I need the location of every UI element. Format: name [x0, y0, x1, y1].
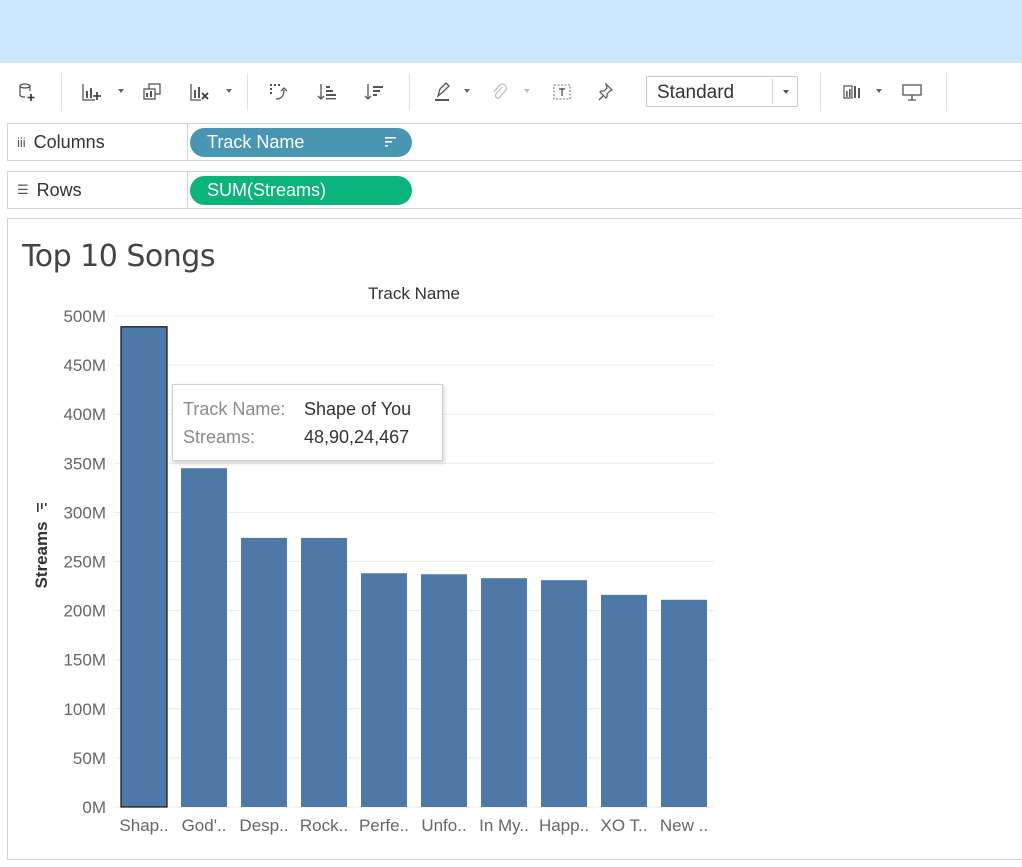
toolbar-separator [409, 73, 410, 111]
bar[interactable] [661, 599, 707, 807]
bar[interactable] [361, 573, 407, 807]
highlight-icon[interactable] [431, 79, 453, 105]
x-tick-label: Perfe.. [359, 816, 409, 835]
new-worksheet-icon[interactable] [80, 79, 104, 105]
columns-icon: iii [17, 134, 26, 150]
tooltip-track-key: Track Name: [183, 399, 286, 419]
swap-icon[interactable] [266, 79, 290, 105]
bar[interactable] [421, 574, 467, 807]
x-tick-label: Rock.. [300, 816, 348, 835]
toolbar: Standard [0, 63, 1022, 121]
clear-sheet-icon[interactable] [188, 79, 212, 105]
sort-indicator-icon [385, 137, 396, 147]
x-tick-label: Desp.. [239, 816, 288, 835]
y-tick-label: 400M [63, 405, 106, 424]
columns-label-text: Columns [33, 131, 105, 152]
y-axis-title: Streams [32, 521, 51, 588]
columns-shelf-label: iii Columns [8, 124, 188, 160]
columns-pill[interactable]: Track Name [190, 128, 412, 157]
bar[interactable] [601, 594, 647, 807]
columns-shelf[interactable]: iii Columns Track Name [7, 123, 1022, 161]
toolbar-separator [61, 73, 62, 111]
x-tick-label: In My.. [479, 816, 529, 835]
y-tick-label: 50M [73, 749, 106, 768]
x-tick-label: New .. [660, 816, 708, 835]
y-tick-label: 350M [63, 454, 106, 473]
duplicate-icon[interactable] [141, 79, 163, 105]
x-tick-label: XO T.. [601, 816, 648, 835]
tooltip-track-value: Shape of You [304, 399, 412, 419]
rows-pill-label: SUM(Streams) [207, 180, 327, 200]
title-band [0, 0, 1022, 63]
group-dropdown[interactable] [524, 89, 530, 93]
new-worksheet-dropdown[interactable] [118, 89, 124, 93]
sheet-title: Top 10 Songs [22, 239, 215, 274]
toolbar-separator [820, 73, 821, 111]
rows-shelf-label: ☰ Rows [8, 172, 188, 208]
bar[interactable] [120, 326, 168, 808]
new-data-source-icon[interactable] [16, 79, 38, 105]
bar[interactable] [241, 537, 287, 807]
bar[interactable] [481, 578, 527, 807]
rows-icon: ☰ [17, 182, 29, 197]
tooltip-streams-key: Streams: [183, 427, 256, 447]
rows-shelf[interactable]: ☰ Rows SUM(Streams) [7, 171, 1022, 209]
bar[interactable] [541, 580, 587, 807]
rows-pill[interactable]: SUM(Streams) [190, 176, 412, 205]
show-me-dropdown[interactable] [876, 89, 882, 93]
columns-pill-label: Track Name [207, 132, 305, 152]
highlight-dropdown[interactable] [464, 89, 470, 93]
rows-label-text: Rows [36, 179, 82, 200]
x-tick-label: Happ.. [539, 816, 589, 835]
x-tick-label: Shap.. [119, 816, 168, 835]
bar[interactable] [181, 468, 227, 807]
fit-select[interactable]: Standard [646, 76, 798, 107]
y-tick-label: 500M [63, 307, 106, 326]
labels-icon[interactable] [551, 79, 573, 105]
sort-ascending-icon[interactable] [315, 79, 339, 105]
x-tick-label: God'.. [182, 816, 227, 835]
y-tick-label: 300M [63, 503, 106, 522]
y-tick-label: 150M [63, 651, 106, 670]
sort-descending-icon[interactable] [362, 79, 386, 105]
bar[interactable] [301, 537, 347, 807]
x-tick-label: Unfo.. [421, 816, 466, 835]
y-tick-label: 0M [82, 798, 106, 817]
presentation-icon[interactable] [900, 79, 924, 105]
toolbar-separator [946, 73, 947, 111]
tooltip: Track Name: Shape of You Streams: 48,90,… [172, 384, 443, 461]
fit-select-value: Standard [657, 82, 735, 103]
y-tick-label: 450M [63, 356, 106, 375]
y-tick-label: 100M [63, 700, 106, 719]
y-axis-sort-icon[interactable] [37, 503, 47, 512]
column-header-track-name: Track Name [368, 284, 460, 303]
y-tick-label: 250M [63, 553, 106, 572]
pin-icon[interactable] [596, 79, 618, 105]
chevron-down-icon [783, 90, 789, 94]
show-me-icon[interactable] [841, 79, 865, 105]
group-icon[interactable] [488, 79, 510, 105]
clear-sheet-dropdown[interactable] [226, 89, 232, 93]
tooltip-streams-value: 48,90,24,467 [304, 427, 410, 447]
fit-select-divider [772, 79, 773, 104]
toolbar-separator [247, 73, 248, 111]
y-tick-label: 200M [63, 602, 106, 621]
